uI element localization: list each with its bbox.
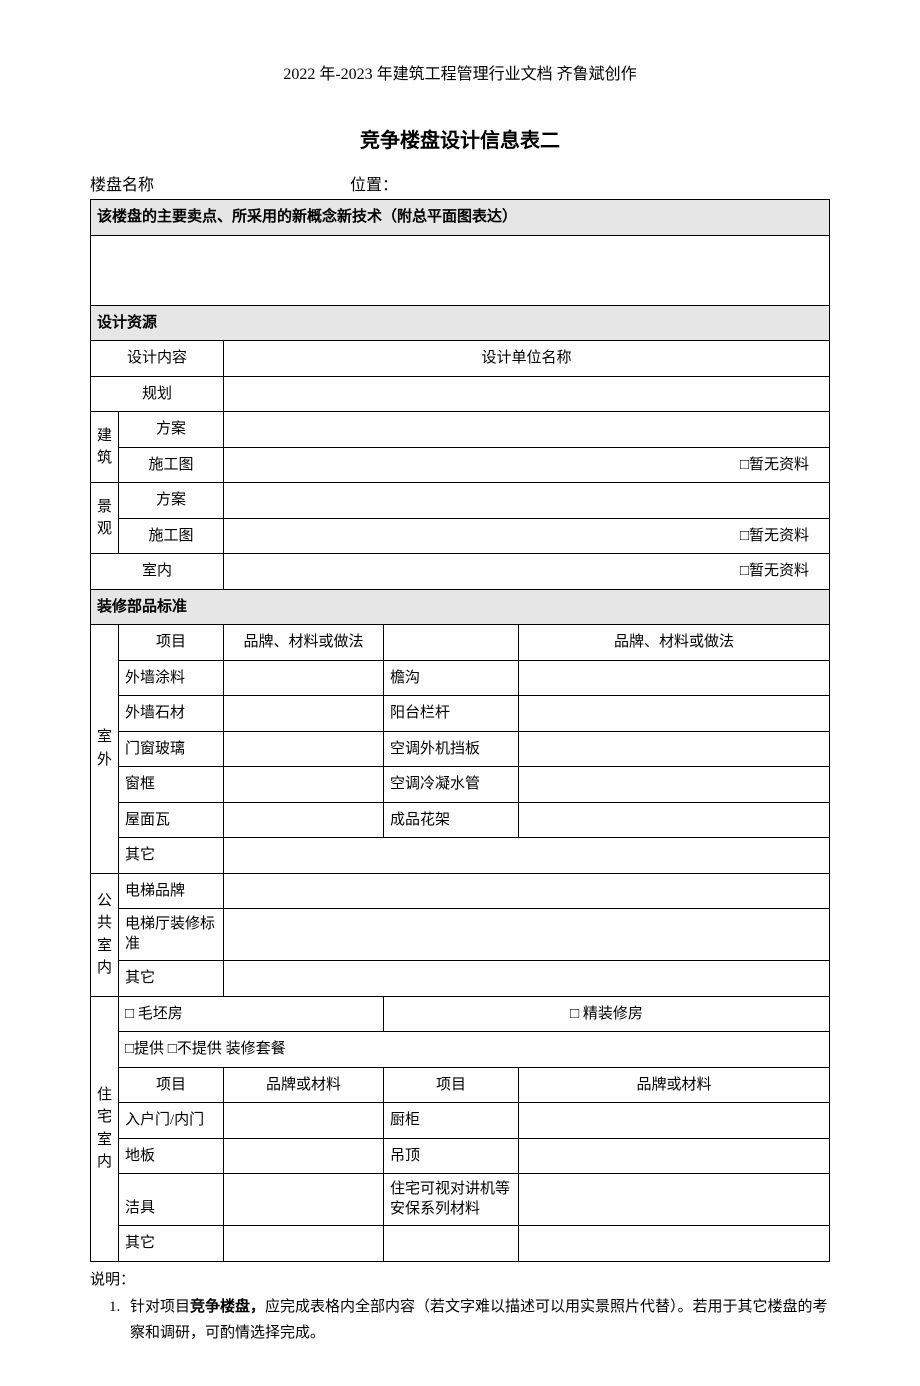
table-row: 窗框空调冷凝水管: [91, 767, 830, 803]
row-land-cd: 施工图: [119, 518, 224, 554]
cell-land-scheme-unit: [224, 483, 830, 519]
out-col-brand1: 品牌、材料或做法: [224, 625, 384, 661]
pub-val-0: [224, 873, 830, 909]
row-land-scheme: 方案: [119, 483, 224, 519]
out-col-item: 项目: [119, 625, 224, 661]
out-col-brand2: 品牌、材料或做法: [519, 625, 830, 661]
notes-block: 说明： 针对项目竞争楼盘，应完成表格内全部内容（若文字难以描述可以用实景照片代替…: [90, 1268, 830, 1347]
table-row: □提供 □不提供 装修套餐: [91, 1032, 830, 1068]
meta-row: 楼盘名称 位置：: [90, 171, 830, 195]
row-land-group: 景观: [91, 483, 119, 554]
cell-arch-scheme-unit: [224, 412, 830, 448]
table-row: 外墙涂料檐沟: [91, 660, 830, 696]
cell-interior-unit: □暂无资料: [224, 554, 830, 590]
row-interior: 室内: [91, 554, 224, 590]
col-design-content: 设计内容: [91, 341, 224, 377]
pub-row-0: 电梯品牌: [119, 873, 224, 909]
table-row: 其它: [91, 961, 830, 997]
page-header: 2022 年-2023 年建筑工程管理行业文档 齐鲁斌创作: [90, 60, 830, 84]
document-page: 2022 年-2023 年建筑工程管理行业文档 齐鲁斌创作 竞争楼盘设计信息表二…: [0, 0, 920, 1386]
cell-plan-unit: [224, 376, 830, 412]
col-design-unit: 设计单位名称: [224, 341, 830, 377]
table-row: 屋面瓦成品花架: [91, 802, 830, 838]
outdoor-group: 室外: [91, 625, 119, 874]
table-row: 门窗玻璃空调外机挡板: [91, 731, 830, 767]
res-col-item1: 项目: [119, 1067, 224, 1103]
table-row: 地板吊顶: [91, 1138, 830, 1174]
row-plan: 规划: [91, 376, 224, 412]
cell-land-cd-unit: □暂无资料: [224, 518, 830, 554]
table-row: 其它: [91, 1226, 830, 1262]
info-table: 该楼盘的主要卖点、所采用的新概念新技术（附总平面图表达） 设计资源 设计内容 设…: [90, 199, 830, 1262]
section3-heading: 装修部品标准: [91, 589, 830, 625]
notes-label: 说明：: [90, 1272, 135, 1288]
res-col-item2: 项目: [384, 1067, 519, 1103]
res-row1-b: □ 精装修房: [384, 996, 830, 1032]
location-label: 位置：: [350, 171, 830, 195]
res-col-brand2: 品牌或材料: [519, 1067, 830, 1103]
public-group: 公共室内: [91, 873, 119, 996]
building-name-label: 楼盘名称: [90, 171, 350, 195]
section2-heading: 设计资源: [91, 305, 830, 341]
document-title: 竞争楼盘设计信息表二: [90, 124, 830, 153]
res-row1-a: □ 毛坯房: [119, 996, 384, 1032]
table-row: 外墙石材阳台栏杆: [91, 696, 830, 732]
table-row: 电梯厅装修标准: [91, 909, 830, 961]
out-col-item2: [384, 625, 519, 661]
res-col-brand1: 品牌或材料: [224, 1067, 384, 1103]
row-arch-scheme: 方案: [119, 412, 224, 448]
section1-heading: 该楼盘的主要卖点、所采用的新概念新技术（附总平面图表达）: [91, 200, 830, 236]
table-row: 入户门/内门厨柜: [91, 1103, 830, 1139]
notes-item-1: 针对项目竞争楼盘，应完成表格内全部内容（若文字难以描述可以用实景照片代替）。若用…: [124, 1295, 830, 1346]
row-arch-group: 建筑: [91, 412, 119, 483]
residential-group: 住宅室内: [91, 996, 119, 1261]
cell-arch-cd-unit: □暂无资料: [224, 447, 830, 483]
table-row: 其它: [91, 838, 830, 874]
row-arch-cd: 施工图: [119, 447, 224, 483]
section1-content: [91, 235, 830, 305]
table-row: 洁具住宅可视对讲机等安保系列材料: [91, 1174, 830, 1226]
